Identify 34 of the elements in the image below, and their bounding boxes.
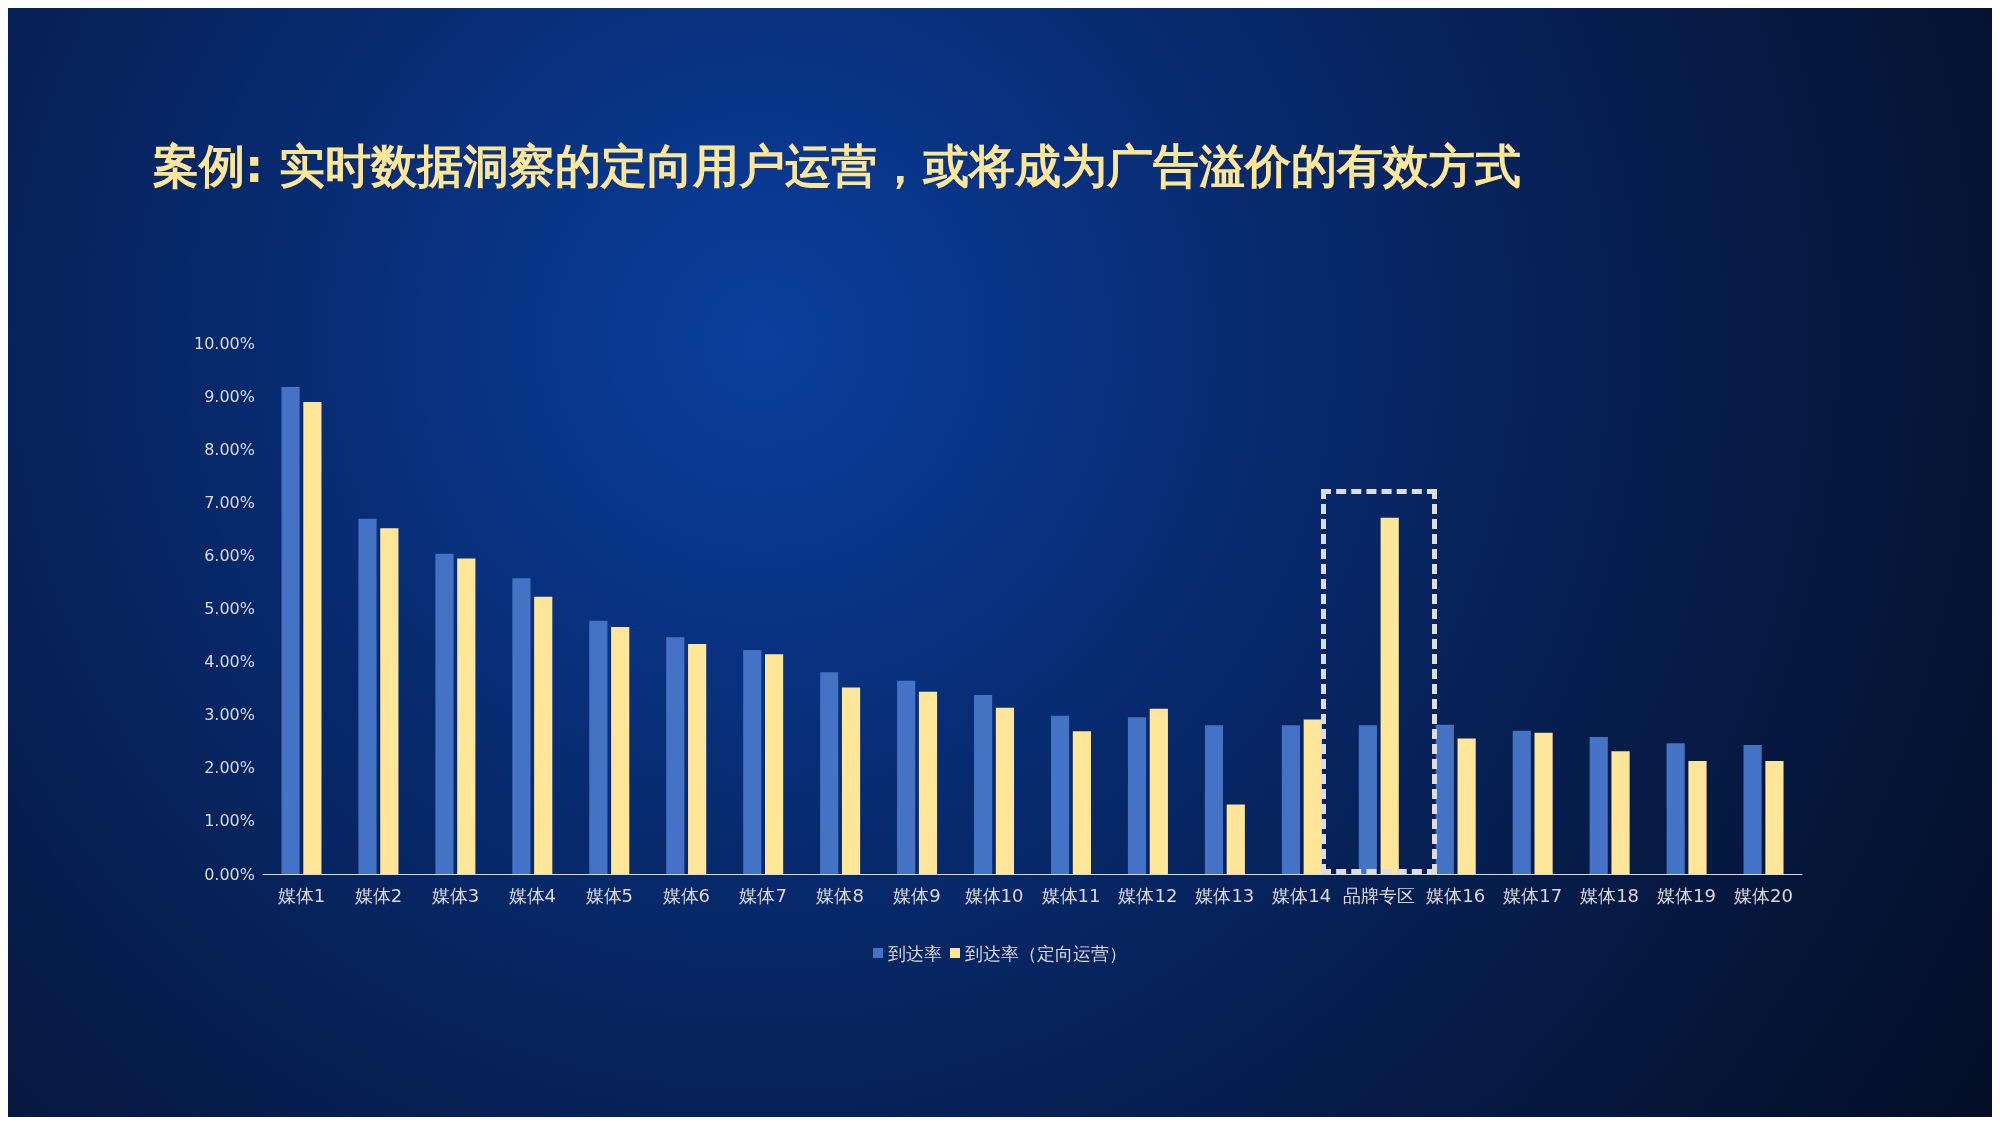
x-tick-label: 媒体10	[964, 884, 1024, 906]
x-tick-label: 媒体19	[1657, 884, 1717, 906]
x-tick-label: 媒体9	[893, 884, 941, 906]
x-tick-label: 媒体17	[1503, 884, 1563, 906]
x-tick-label: 媒体16	[1426, 884, 1486, 906]
y-tick-label: 5.00%	[204, 599, 255, 618]
x-tick-label: 媒体12	[1118, 884, 1178, 906]
y-tick-label: 1.00%	[204, 811, 255, 831]
x-tick-label: 媒体4	[508, 884, 557, 906]
y-tick-label: 0.00%	[204, 864, 255, 884]
legend-label: 到达率	[888, 942, 942, 964]
y-tick-label: 8.00%	[204, 439, 255, 459]
x-tick-label: 媒体6	[662, 884, 710, 906]
x-tick-label: 媒体18	[1580, 884, 1640, 906]
x-tick-label: 媒体11	[1041, 884, 1101, 906]
x-tick-label: 品牌专区	[1342, 884, 1415, 906]
legend-label: 到达率（定向运营）	[965, 942, 1127, 964]
x-tick-label: 媒体7	[739, 884, 787, 906]
x-tick-label: 媒体5	[585, 884, 633, 906]
x-tick-label: 媒体2	[354, 884, 403, 906]
y-tick-label: 2.00%	[204, 758, 255, 778]
x-tick-label: 媒体14	[1272, 884, 1332, 906]
y-tick-label: 4.00%	[204, 652, 255, 672]
x-tick-label: 媒体20	[1734, 884, 1793, 906]
y-tick-label: 10.00%	[193, 333, 255, 353]
chart-title: 案例: 实时数据洞察的定向用户运营，或将成为广告溢价的有效方式	[153, 139, 1522, 193]
x-tick-label: 媒体3	[431, 884, 480, 906]
y-tick-label: 6.00%	[204, 545, 255, 565]
y-tick-label: 3.00%	[204, 705, 255, 725]
x-tick-label: 媒体13	[1195, 884, 1255, 906]
y-tick-label: 7.00%	[204, 492, 255, 512]
x-tick-label: 媒体8	[816, 884, 864, 906]
x-tick-label: 媒体1	[277, 884, 326, 906]
y-tick-label: 9.00%	[204, 386, 255, 406]
